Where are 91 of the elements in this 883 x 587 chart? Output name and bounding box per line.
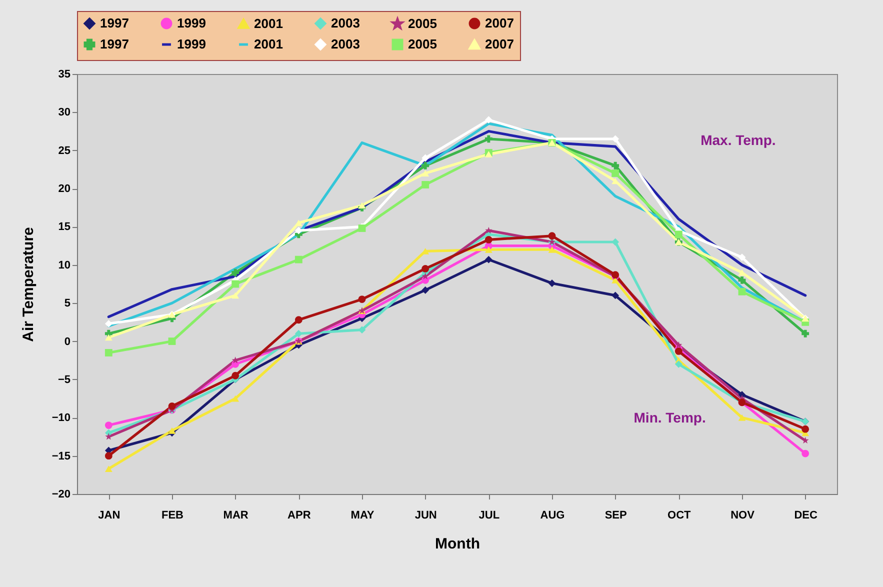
y-tick-label: 25 (58, 144, 70, 157)
point (422, 154, 430, 162)
legend-label: 2003 (331, 36, 360, 52)
y-tick-label: 30 (58, 106, 70, 119)
point (738, 276, 746, 284)
y-tick-label: −15 (52, 450, 70, 462)
point (358, 326, 366, 334)
legend-label: 1997 (100, 36, 129, 52)
point (294, 226, 302, 234)
y-tick-label: 10 (58, 259, 70, 272)
point (232, 372, 240, 380)
legend-label: 1999 (177, 16, 206, 31)
point (802, 436, 809, 444)
legend-label: 2003 (331, 16, 360, 31)
legend-label: 1997 (100, 16, 129, 31)
x-tick-label: MAR (223, 510, 248, 522)
legend-label: 1999 (177, 36, 206, 52)
point (104, 349, 112, 356)
y-tick-label: −5 (58, 374, 70, 386)
point (738, 414, 746, 421)
y-tick-label: −10 (52, 412, 70, 424)
legend-label: 2001 (254, 36, 283, 52)
legend-label: 2005 (408, 16, 437, 31)
point (168, 402, 176, 410)
x-tick-label: JUL (478, 510, 500, 522)
point (484, 135, 492, 143)
point (104, 334, 112, 341)
point (422, 162, 430, 170)
point (675, 341, 682, 348)
point (104, 320, 112, 328)
point (484, 256, 492, 264)
legend-label: 2007 (485, 16, 514, 31)
point (612, 170, 620, 177)
x-tick-label: MAY (350, 510, 375, 522)
annotation: Max. Temp. (700, 132, 776, 148)
x-tick-label: OCT (668, 510, 692, 522)
annotation: Min. Temp. (634, 409, 706, 426)
y-tick-label: 15 (58, 221, 70, 234)
point (612, 162, 620, 170)
point (422, 170, 430, 176)
point (294, 316, 302, 324)
y-tick-label: 20 (58, 183, 70, 196)
point (232, 395, 240, 402)
point (674, 230, 682, 238)
point (802, 450, 810, 458)
point (358, 296, 366, 303)
point (548, 232, 556, 240)
point (168, 427, 176, 434)
x-tick-label: JAN (98, 510, 120, 522)
x-tick-label: FEB (162, 510, 184, 522)
point (422, 286, 430, 294)
point (738, 288, 746, 296)
x-tick-label: APR (288, 510, 311, 522)
x-tick-label: JUN (414, 510, 437, 522)
y-tick-label: −20 (52, 488, 70, 500)
x-tick-label: NOV (730, 510, 756, 522)
point (294, 256, 302, 264)
point (612, 292, 620, 300)
x-axis-title: Month (435, 536, 480, 552)
y-tick-label: 5 (64, 298, 70, 310)
y-tick-label: 0 (64, 336, 70, 348)
point (358, 202, 366, 209)
legend-label: 2005 (408, 36, 437, 52)
point (485, 226, 492, 234)
point (232, 268, 240, 276)
point (422, 265, 430, 272)
point (104, 422, 112, 429)
point (232, 292, 240, 299)
x-tick-label: AUG (540, 510, 565, 522)
point (674, 348, 682, 355)
point (802, 330, 810, 338)
point (422, 272, 429, 280)
point (422, 181, 430, 188)
point (612, 238, 620, 246)
y-tick-label: 35 (58, 68, 70, 80)
point (484, 116, 492, 124)
point (104, 452, 112, 460)
x-tick-label: SEP (604, 510, 627, 522)
y-axis-title: Air Temperature (20, 227, 37, 342)
point (294, 330, 302, 338)
point (232, 280, 240, 288)
legend-label: 2007 (485, 36, 514, 52)
legend-label: 2001 (254, 16, 283, 31)
point (104, 466, 112, 472)
point (674, 360, 682, 368)
x-tick-label: DEC (794, 510, 818, 522)
point (802, 425, 810, 433)
point (484, 246, 492, 253)
point (484, 236, 492, 244)
point (168, 338, 176, 345)
point (548, 246, 556, 253)
